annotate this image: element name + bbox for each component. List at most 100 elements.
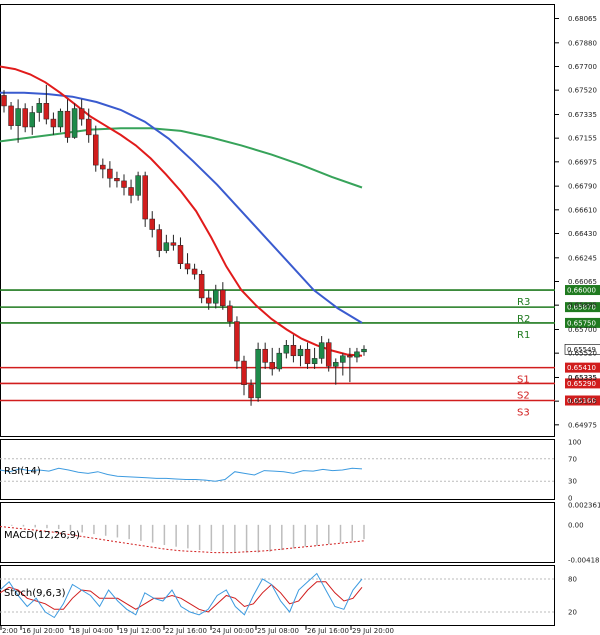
- time-tick-label: 26 Jul 16:00: [307, 627, 349, 635]
- level-label-s3: S3: [517, 407, 530, 418]
- candle-up: [361, 348, 367, 353]
- panel-borders: [0, 4, 555, 626]
- stoch-label: Stoch(9,6,3): [4, 588, 66, 599]
- level-tag-box: [565, 302, 600, 313]
- macd-panel: 0.002361 0.00 -0.004182 MACD(12,26,9): [0, 502, 600, 565]
- level-tag-r2: 0.65870: [567, 304, 596, 312]
- stoch-d-line: [0, 581, 363, 613]
- candle-up: [276, 352, 283, 370]
- rsi-tick-label: 70: [568, 455, 577, 463]
- price-tick-label: 0.67155: [568, 135, 597, 143]
- price-tick-label: 0.66975: [568, 158, 597, 166]
- candle-down: [347, 355, 353, 358]
- candle-down: [64, 110, 71, 138]
- candle-up: [340, 355, 346, 363]
- candle-down: [269, 362, 275, 370]
- candle-down: [93, 134, 99, 166]
- candle-up: [57, 110, 64, 128]
- candle-up: [311, 358, 318, 364]
- moving-averages: [0, 65, 363, 357]
- candle-down: [325, 342, 332, 367]
- candle-down: [262, 348, 268, 363]
- time-tick-label: 25 Jul 08:00: [257, 627, 299, 635]
- price-axis: 0.68065 0.67880 0.67700 0.67520 0.67335 0.671…: [555, 15, 597, 429]
- candle-down: [177, 245, 184, 264]
- price-tick-label: 0.65155: [568, 398, 597, 406]
- candle-up: [36, 103, 43, 113]
- candle-down: [241, 360, 247, 385]
- macd-tick-label: -0.004182: [568, 557, 600, 565]
- level-label-r3: R3: [517, 297, 530, 308]
- price-tick-label: 0.65885: [568, 302, 597, 310]
- candle-up: [15, 108, 21, 126]
- time-axis: 2:00 16 Jul 20:00 18 Jul 04:00 19 Jul 12:00…: [0, 626, 394, 635]
- price-tick-label: 0.67335: [568, 111, 597, 119]
- price-tick-label: 0.67520: [568, 87, 597, 95]
- time-tick-label: 24 Jul 00:00: [212, 627, 254, 635]
- candle-down: [149, 218, 155, 230]
- candle-down: [107, 168, 113, 179]
- level-label-r1: R1: [517, 330, 530, 341]
- candle-down: [22, 108, 28, 128]
- level-tag-r1: 0.65750: [567, 319, 596, 327]
- candle-down: [43, 103, 50, 120]
- candle-up: [135, 175, 141, 196]
- stoch-tick-label: 20: [568, 609, 577, 617]
- time-tick-label: 22 Jul 16:00: [165, 627, 207, 635]
- ma-red-line: [0, 65, 363, 357]
- candle-down: [100, 164, 106, 170]
- rsi-panel: 100 70 30 0 RSI(14): [0, 439, 581, 503]
- candle-down: [170, 242, 177, 246]
- candle-up: [333, 362, 339, 367]
- candle-down: [220, 289, 226, 307]
- level-label-s2: S2: [517, 390, 530, 401]
- price-tick-label: 0.66430: [568, 230, 597, 238]
- price-tick-label: 0.67700: [568, 63, 597, 71]
- rsi-tick-label: 100: [568, 439, 581, 447]
- candle-down: [304, 348, 311, 364]
- level-tag-box: [565, 362, 600, 373]
- candle-down: [227, 305, 233, 322]
- rsi-line: [0, 467, 363, 482]
- time-tick-label: 18 Jul 04:00: [71, 627, 113, 635]
- level-label-r2: R2: [517, 314, 530, 325]
- price-tick-label: 0.68065: [568, 15, 597, 23]
- price-tick-label: 0.66790: [568, 183, 597, 191]
- price-tick-label: 0.66065: [568, 278, 597, 286]
- ma-green-line: [0, 127, 363, 189]
- level-tag-box: [565, 395, 600, 406]
- current-price-tag: 0.65549: [567, 346, 596, 354]
- candle-down: [234, 321, 240, 362]
- candle-down: [50, 118, 57, 128]
- price-tick-label: 0.65335: [568, 374, 597, 382]
- candle-down: [85, 118, 92, 136]
- candle-up: [318, 342, 325, 359]
- candle-down: [184, 263, 191, 270]
- candle-down: [142, 175, 148, 220]
- price-tick-label: 0.64975: [568, 421, 597, 429]
- candle-up: [297, 348, 304, 357]
- level-tag-box: [565, 317, 600, 328]
- candles: [1, 84, 367, 406]
- time-tick-label: 29 Jul 20:00: [352, 627, 394, 635]
- candle-down: [78, 108, 85, 120]
- candle-up: [283, 345, 290, 354]
- level-tag-s1: 0.65410: [567, 364, 596, 372]
- price-tick-label: 0.66245: [568, 254, 597, 262]
- candle-up: [255, 348, 261, 399]
- candle-up: [163, 242, 170, 251]
- ma-blue-line: [0, 91, 363, 324]
- candle-down: [114, 178, 120, 182]
- price-tick-label: 0.67880: [568, 39, 597, 47]
- candle-down: [205, 297, 212, 304]
- price-tick-label: 0.65335: [568, 374, 597, 382]
- current-price-box: [564, 344, 600, 355]
- macd-label: MACD(12,26,9): [4, 530, 80, 541]
- candle-up: [71, 108, 78, 138]
- candle-down: [156, 229, 163, 251]
- price-tick-label: 0.65520: [568, 350, 597, 358]
- candle-down: [1, 95, 7, 107]
- level-tag-s2: 0.65290: [567, 380, 596, 388]
- candle-down: [8, 105, 14, 126]
